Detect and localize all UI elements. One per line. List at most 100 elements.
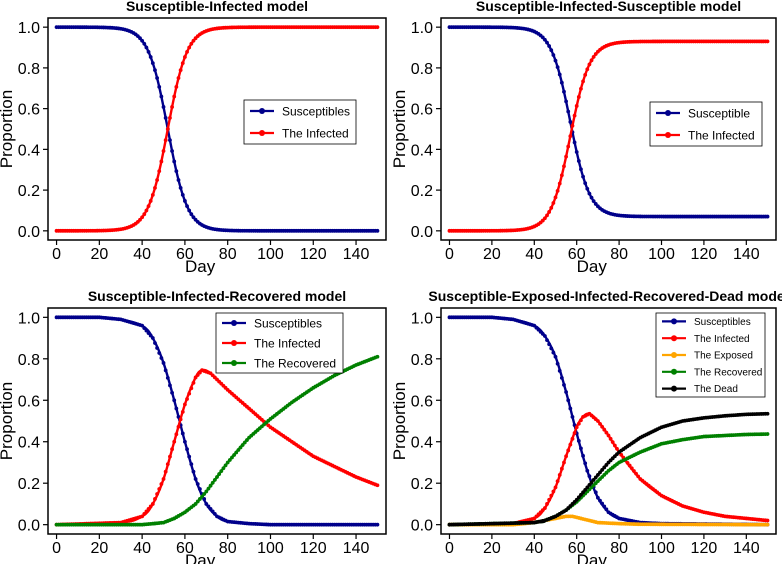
- series-point: [172, 398, 177, 403]
- series-point: [245, 438, 249, 442]
- series-point: [140, 514, 145, 519]
- series-point: [157, 351, 162, 355]
- series-point: [178, 417, 183, 422]
- series-point: [148, 199, 153, 203]
- series-point: [185, 397, 189, 401]
- series-point: [144, 45, 149, 50]
- y-tick-label: 1.0: [411, 20, 433, 37]
- legend-label: The Recovered: [694, 367, 762, 378]
- series-point: [159, 356, 164, 360]
- series-point: [600, 424, 605, 429]
- x-tick-label: 40: [525, 540, 543, 557]
- series-point: [576, 495, 581, 500]
- series-point: [542, 334, 547, 338]
- y-tick-label: 0.4: [411, 142, 433, 159]
- y-tick-label: 0.8: [411, 352, 433, 369]
- legend-swatch-marker: [231, 360, 237, 366]
- series-point: [161, 149, 166, 153]
- series-point: [629, 466, 634, 471]
- series-point: [242, 440, 247, 445]
- y-tick-label: 0.6: [18, 393, 40, 410]
- series-point: [545, 213, 549, 218]
- series-point: [138, 217, 142, 222]
- series-point: [600, 501, 605, 506]
- x-tick-label: 120: [691, 540, 718, 557]
- series-point: [202, 492, 207, 496]
- series-point: [187, 45, 192, 50]
- series-point: [153, 186, 157, 190]
- series-point: [564, 390, 568, 394]
- series-point: [183, 55, 187, 59]
- series-point: [187, 208, 192, 213]
- series-point: [144, 328, 149, 333]
- series-point: [585, 67, 590, 72]
- legend-label: The Infected: [282, 126, 349, 140]
- series-point: [549, 205, 554, 210]
- series-point: [625, 460, 630, 465]
- series-point: [140, 323, 145, 328]
- x-tick-label: 20: [483, 540, 501, 557]
- series-point: [542, 216, 547, 221]
- series-point: [557, 72, 562, 77]
- x-tick-label: 100: [257, 540, 284, 557]
- series-point: [585, 468, 590, 473]
- series-point: [197, 487, 202, 491]
- series-point: [183, 199, 187, 203]
- series-point: [161, 361, 166, 365]
- series-the-infected: [54, 25, 380, 233]
- series-point: [765, 522, 770, 527]
- legend-label: The Exposed: [694, 351, 753, 362]
- y-axis-label: Proportion: [0, 382, 16, 460]
- series-susceptible: [447, 25, 770, 219]
- series-point: [568, 442, 573, 447]
- series-point: [581, 174, 585, 179]
- plot-frame: [440, 307, 777, 535]
- series-point: [549, 346, 554, 351]
- series-point: [549, 493, 554, 498]
- series-point: [553, 354, 558, 359]
- series-point: [170, 105, 174, 109]
- series-point: [555, 479, 560, 484]
- series-point: [547, 210, 552, 214]
- legend-label: The Infected: [694, 334, 750, 345]
- series-point: [176, 76, 181, 80]
- series-point: [579, 446, 583, 451]
- panel-4: Susceptible-Exposed-Infected-Recovered-D…: [390, 288, 782, 569]
- series-point: [168, 115, 172, 120]
- series-point: [579, 86, 583, 91]
- series-point: [591, 54, 596, 59]
- legend-label: Susceptibles: [694, 317, 751, 328]
- legend-label: The Infected: [688, 128, 755, 142]
- series-point: [612, 443, 617, 448]
- series-point: [570, 414, 575, 419]
- series-point: [572, 113, 577, 118]
- series-point: [187, 391, 192, 396]
- series-point: [581, 453, 585, 458]
- series-point: [542, 37, 547, 42]
- series-point: [163, 138, 168, 143]
- panel-2: Susceptible-Infected-Susceptible model 0.…: [390, 0, 777, 276]
- series-point: [587, 474, 592, 479]
- x-tick-label: 120: [300, 246, 327, 263]
- series-point: [564, 99, 568, 104]
- series-point: [557, 473, 562, 477]
- series-point: [200, 494, 204, 499]
- plot-frame: [440, 17, 777, 241]
- plot-frame: [47, 307, 387, 535]
- series-point: [193, 477, 198, 481]
- series-point: [140, 215, 145, 220]
- series-point: [589, 58, 594, 63]
- series-point: [168, 383, 172, 388]
- x-tick-label: 0: [445, 246, 454, 263]
- series-point: [159, 159, 164, 164]
- series-point: [551, 489, 556, 494]
- series-point: [600, 468, 605, 472]
- series-point: [585, 186, 590, 191]
- legend-item: Susceptible: [656, 106, 750, 120]
- series-point: [593, 490, 598, 495]
- series-point: [604, 430, 609, 435]
- series-point: [172, 439, 177, 444]
- legend: Susceptibles The Infected: [243, 99, 357, 145]
- series-point: [583, 461, 588, 466]
